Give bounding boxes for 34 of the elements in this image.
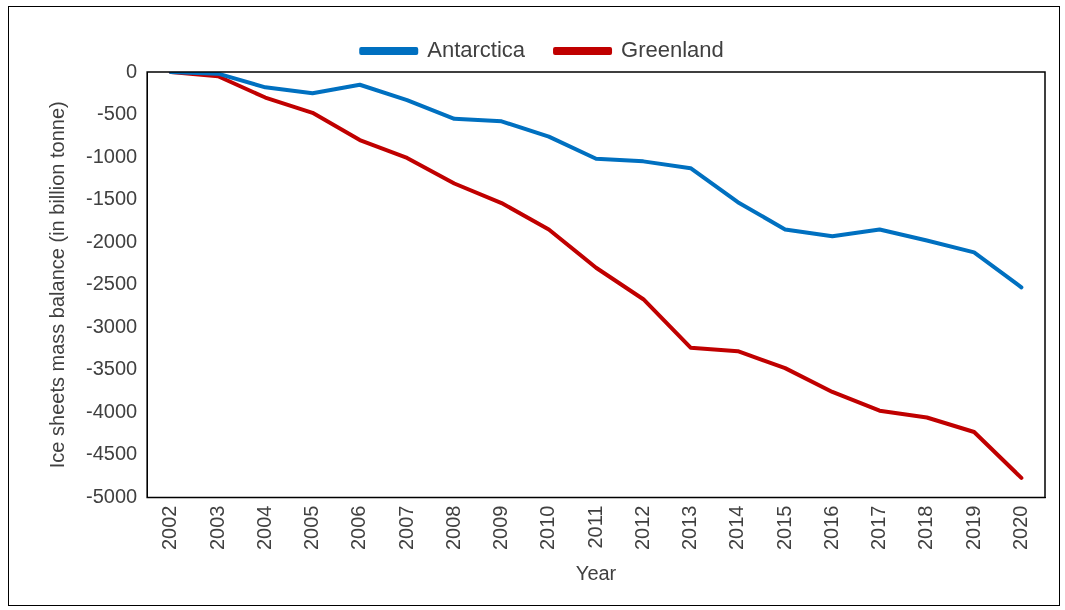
x-tick-label: 2008 [441, 505, 464, 551]
x-tick-label: 2002 [158, 505, 181, 551]
x-tick-label: 2011 [583, 505, 606, 549]
x-tick-label: 2005 [300, 505, 323, 551]
x-tick-label: 2018 [914, 505, 937, 551]
y-tick-label: -1000 [86, 144, 138, 167]
x-tick-label: 2015 [772, 505, 795, 551]
y-tick-label: -1500 [86, 187, 138, 210]
y-tick-label: -3000 [86, 314, 138, 337]
x-tick-label: 2003 [205, 505, 228, 551]
y-axis-title: Ice sheets mass balance (in billion tonne) [45, 101, 68, 469]
x-tick-label: 2012 [630, 505, 653, 551]
x-tick-label: 2016 [819, 505, 842, 551]
y-tick-label: -3500 [86, 357, 138, 380]
y-tick-label: -4000 [86, 399, 138, 422]
y-tick-label: -500 [97, 102, 138, 125]
y-tick-label: -4500 [86, 442, 138, 465]
x-tick-label: 2010 [536, 505, 559, 551]
x-tick-label: 2019 [961, 505, 984, 551]
x-tick-label: 2014 [725, 505, 748, 551]
y-tick-label: -2500 [86, 272, 138, 295]
legend-label: Antarctica [427, 37, 526, 63]
x-tick-label: 2017 [867, 505, 890, 551]
x-tick-label: 2009 [489, 505, 512, 551]
y-tick-label: -5000 [86, 485, 138, 508]
x-tick-label: 2013 [678, 505, 701, 551]
legend-label: Greenland [621, 37, 724, 63]
y-tick-label: 0 [126, 59, 138, 82]
x-tick-label: 2007 [394, 505, 417, 551]
x-tick-label: 2004 [252, 505, 275, 551]
x-axis-title: Year [575, 561, 617, 584]
x-tick-label: 2020 [1008, 505, 1031, 551]
x-tick-label: 2006 [347, 505, 370, 551]
y-tick-label: -2000 [86, 229, 138, 252]
